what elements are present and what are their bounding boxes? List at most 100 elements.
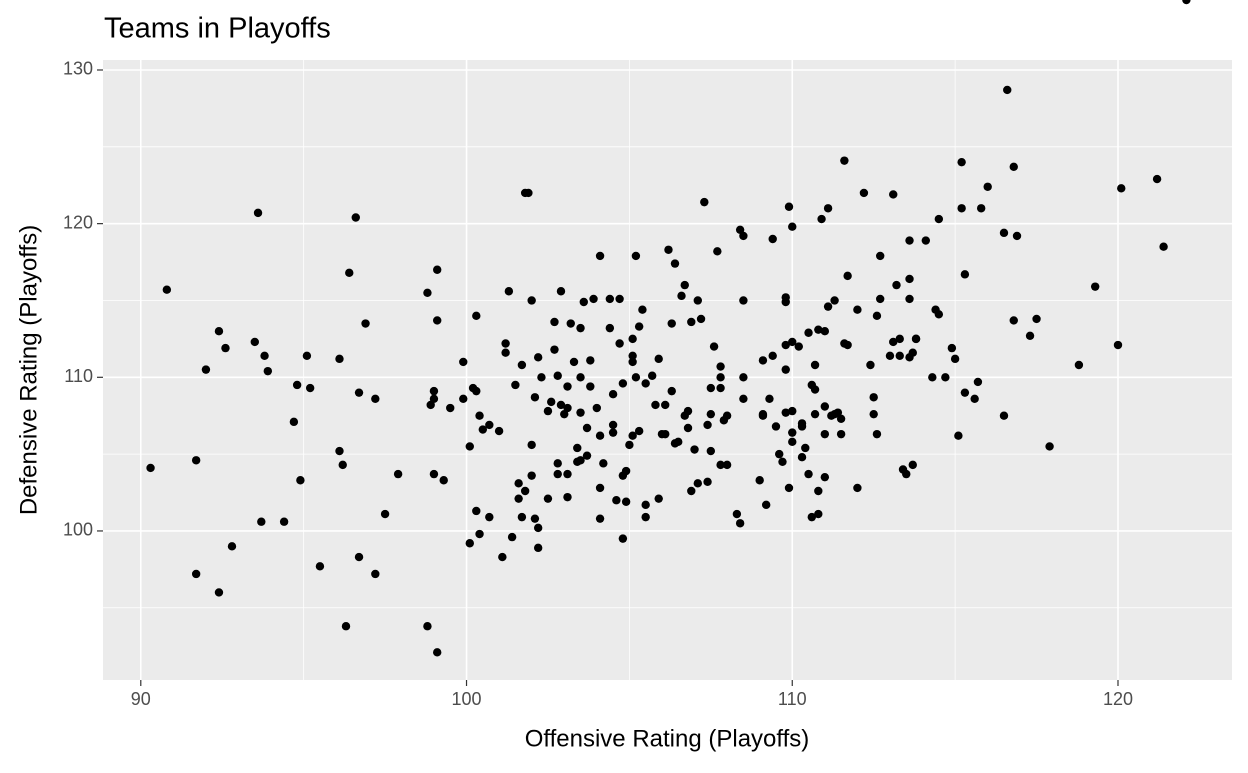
point [947,343,957,353]
point [722,411,732,420]
point [768,234,777,244]
y-tick-label: 100 [63,520,93,540]
point [732,509,742,519]
point [700,197,709,207]
point [465,442,474,451]
point [830,296,839,305]
point [674,437,683,447]
point [804,328,813,337]
point [703,477,712,486]
point [1152,174,1162,184]
point [553,459,562,468]
point [524,188,533,198]
point [788,406,797,416]
point [478,425,488,434]
point [892,280,901,290]
point [664,245,673,254]
point [608,428,618,437]
point [472,506,481,516]
point [214,327,224,336]
point [921,236,931,245]
x-axis-label: Offensive Rating (Playoffs) [525,725,810,752]
point [794,342,803,351]
point [775,449,784,459]
point [954,431,963,440]
point [631,251,641,261]
point [687,317,696,327]
point [533,543,543,553]
point [550,345,559,354]
point [810,360,820,370]
point [814,509,823,519]
point [810,409,820,419]
point [586,356,595,365]
point [836,414,846,423]
y-axis-label: Defensive Rating (Playoffs) [15,225,42,515]
point [520,486,530,496]
point [446,403,455,413]
point [527,296,536,305]
point [354,388,364,397]
point [543,494,553,503]
point [227,542,237,551]
point [560,409,569,419]
point [433,316,442,325]
point [351,213,360,222]
point [638,305,647,314]
point [423,622,432,631]
x-tick-label: 90 [131,689,151,709]
point [472,386,481,396]
point [911,334,921,344]
point [592,403,602,413]
point [465,539,474,548]
point [823,302,833,311]
point [905,236,914,245]
point [472,311,481,321]
point [556,287,566,296]
point [876,294,885,304]
point [250,337,259,347]
point [553,371,562,380]
point [970,394,979,404]
point [853,305,862,314]
point [797,419,807,428]
point [514,494,523,503]
point [514,479,523,488]
point [214,588,224,597]
point [631,373,641,382]
point [814,486,823,496]
point [615,294,624,304]
point [191,456,201,465]
point [713,247,722,256]
point [302,351,312,360]
x-tick-label: 120 [1103,689,1133,709]
point [869,409,878,419]
point [869,393,878,402]
point [501,348,510,357]
point [315,562,325,571]
point [934,214,944,224]
point [586,382,595,391]
point [426,400,435,410]
point [634,322,644,331]
point [345,268,354,278]
point [781,365,790,374]
x-tick-label: 110 [778,689,807,709]
point [755,476,764,485]
point [576,323,585,333]
point [843,271,852,281]
point [354,552,364,562]
point [739,394,748,404]
point [677,291,686,301]
point [429,394,439,404]
point [758,409,768,419]
point [608,390,618,399]
point [162,285,172,294]
point [439,476,448,485]
point [683,423,693,433]
point [735,225,745,234]
point [612,496,621,505]
point [983,182,992,191]
point [902,469,911,479]
point [1025,331,1035,341]
